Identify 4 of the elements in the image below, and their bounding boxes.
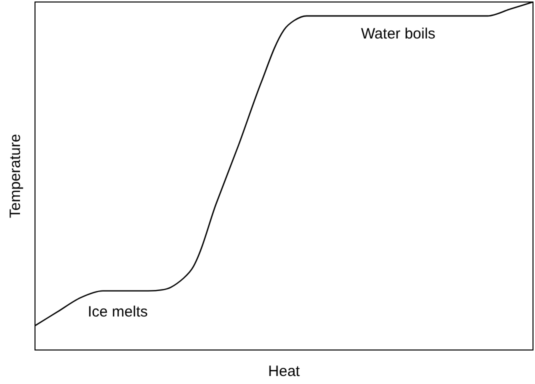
annotation: Ice melts [88, 304, 148, 321]
annotation: Water boils [360, 26, 436, 43]
x-axis-title: Heat [268, 363, 301, 380]
y-axis-title: Temperature [7, 134, 24, 218]
